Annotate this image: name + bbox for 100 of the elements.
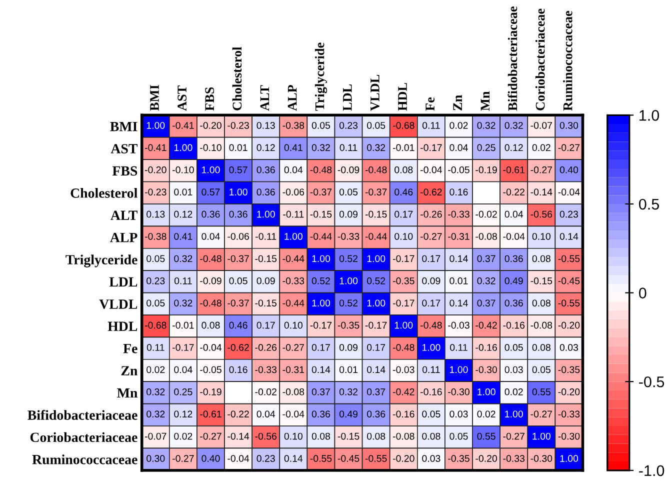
data-label: -0.02 [476,210,497,218]
data-label: -0.27 [530,410,552,418]
data-label: -0.08 [282,388,304,396]
data-label: 0.08 [532,300,550,306]
data-label: 1.00 [340,277,358,284]
data-label: -0.16 [503,322,525,329]
data-label: 1.00 [367,255,386,262]
data-label: -0.04 [558,188,580,196]
data-label: -0.55 [558,300,580,306]
data-label: 0.04 [284,166,303,174]
data-label: -0.20 [558,322,580,329]
x-tick-label: ALT [260,85,270,111]
data-label: -0.31 [448,232,470,240]
data-label: -0.55 [365,455,387,462]
data-label: -0.35 [392,277,414,284]
data-label: 0.12 [174,210,192,218]
data-label: -0.35 [558,366,580,374]
data-label: 0.41 [284,144,302,152]
data-label: 0.37 [367,388,386,396]
data-label: 0.57 [229,166,248,174]
data-label: 0.02 [146,366,165,374]
x-tick-label: HDL [398,82,407,111]
data-label: 0.17 [367,344,386,351]
data-label: -0.20 [558,388,580,396]
data-label: 1.00 [478,388,496,396]
data-label: 1.00 [560,455,578,462]
data-label: 0.52 [367,277,386,284]
data-label: -0.30 [530,455,552,462]
data-label: -0.55 [558,255,580,262]
data-label: 0.23 [146,277,165,284]
data-label: 0.46 [394,188,413,196]
data-label: 0.02 [532,144,550,152]
data-label: -0.20 [392,455,414,462]
data-label: -0.19 [200,388,222,396]
data-label: 0.14 [284,455,303,462]
y-tick-label: LDL [109,277,138,287]
data-label: -0.20 [200,122,222,129]
data-label: 0.08 [202,322,220,329]
data-label: 1.00 [174,144,192,152]
data-label: -0.61 [503,166,524,174]
data-label: 0.23 [560,210,578,218]
data-label: 0.09 [256,277,275,284]
data-label: -0.48 [310,166,332,174]
data-label: -0.33 [338,232,360,240]
data-label: -0.08 [392,432,414,440]
data-label: -0.56 [530,210,552,218]
data-label: 0.32 [367,144,386,152]
y-tick-label: ALP [110,232,138,242]
data-label: 0.04 [202,232,220,240]
data-label: 0.14 [450,255,468,262]
data-label: -0.42 [476,322,497,329]
data-label: -0.44 [310,232,332,240]
data-label: -0.10 [172,166,194,174]
data-label: 0.12 [174,410,192,418]
data-label: 0.01 [339,366,358,374]
data-label: 0.03 [560,344,578,351]
data-label: -0.37 [228,255,249,262]
data-label: -0.27 [200,432,222,440]
x-tick-label: ALP [288,84,297,111]
data-label: 0.11 [340,144,358,152]
data-label: 0.57 [202,188,220,196]
data-label: -0.16 [476,344,497,351]
data-label: -0.22 [228,410,249,418]
data-label: 0.52 [339,255,358,262]
data-label: 0.04 [174,366,192,374]
data-label: 0.04 [256,410,276,418]
data-label: 0.30 [560,122,578,129]
data-label: 0.32 [477,277,496,284]
data-label: 0.03 [450,410,468,418]
data-label: -0.14 [228,432,250,440]
data-label: -0.04 [228,455,250,462]
data-label: -0.15 [310,210,332,218]
data-label: 0.37 [477,255,496,262]
data-label: -0.23 [144,188,166,196]
data-label: 1.00 [202,166,220,174]
y-tick-label: HDL [108,322,138,331]
data-label: 0.09 [422,277,440,284]
data-label: -0.07 [144,432,166,440]
data-label: -0.27 [172,455,194,462]
data-label: -0.26 [255,344,277,351]
data-label: 0.17 [422,300,440,306]
data-label: -0.33 [448,210,470,218]
data-label: -0.37 [365,188,387,196]
data-label: 0.23 [256,455,275,462]
data-label: -0.19 [476,166,497,174]
data-label: -0.04 [503,232,525,240]
data-label: 0.02 [504,388,523,396]
data-label: 0.10 [284,432,302,440]
data-label: -0.45 [338,455,360,462]
color-bar-label: 0 [638,288,646,298]
data-label: 1.00 [394,322,413,329]
y-tick-label: AST [110,144,138,154]
data-label: -0.17 [310,322,332,329]
data-label: -0.09 [200,277,222,284]
data-label: -0.15 [255,300,277,306]
color-bar-label: -1.0 [639,465,664,476]
data-label: 0.05 [312,122,330,129]
data-label: -0.62 [420,188,442,196]
data-label: 0.01 [174,188,192,196]
data-label: 0.16 [450,188,468,196]
